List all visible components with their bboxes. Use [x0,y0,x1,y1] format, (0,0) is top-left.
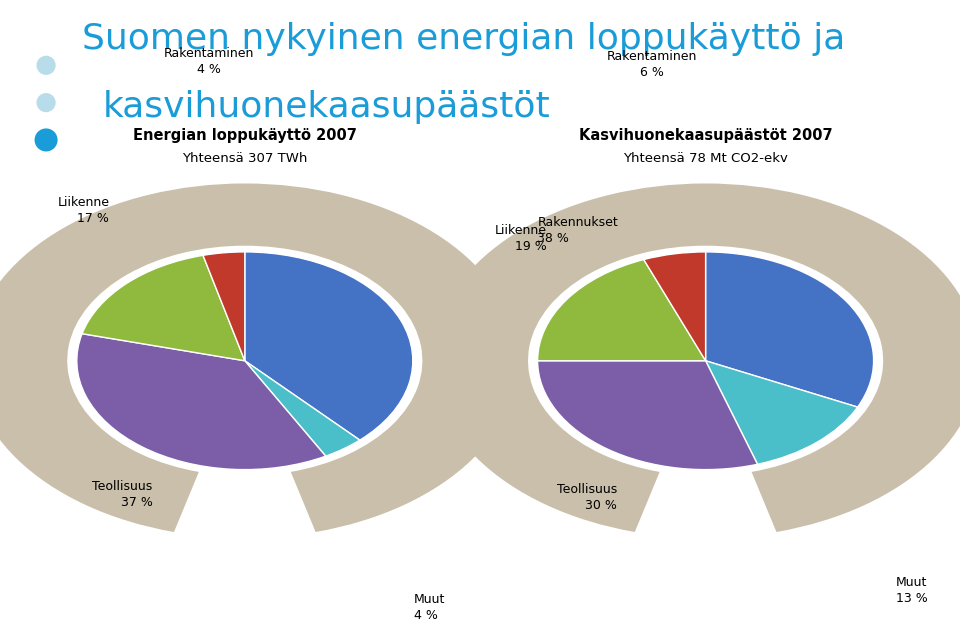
Text: Yhteensä 307 TWh: Yhteensä 307 TWh [182,152,307,165]
Wedge shape [644,252,706,361]
Text: Teollisuus
37 %: Teollisuus 37 % [92,480,153,509]
Text: Rakentaminen
6 %: Rakentaminen 6 % [607,50,697,78]
Wedge shape [538,259,706,361]
Text: Liikenne
19 %: Liikenne 19 % [495,224,547,253]
Text: Rakentaminen
4 %: Rakentaminen 4 % [163,47,254,76]
Wedge shape [538,361,757,470]
Text: Teollisuus
30 %: Teollisuus 30 % [557,483,617,511]
Wedge shape [0,183,518,532]
Wedge shape [245,361,360,456]
Ellipse shape [35,128,58,152]
Text: Kasvihuonekaasupäästöt 2007: Kasvihuonekaasupäästöt 2007 [579,128,832,143]
Wedge shape [245,252,413,440]
Wedge shape [77,333,325,470]
Text: kasvihuonekaasupäästöt: kasvihuonekaasupäästöt [103,90,550,124]
Wedge shape [432,183,960,532]
Ellipse shape [36,93,56,112]
Text: Rakennukset
38 %: Rakennukset 38 % [538,216,618,245]
Wedge shape [82,255,245,361]
Text: Liikenne
17 %: Liikenne 17 % [58,197,109,225]
Ellipse shape [36,56,56,75]
Wedge shape [706,252,874,407]
Text: Muut
4 %: Muut 4 % [414,593,445,622]
Text: Suomen nykyinen energian loppukäyttö ja: Suomen nykyinen energian loppukäyttö ja [82,22,845,56]
Text: Muut
13 %: Muut 13 % [896,576,927,605]
Text: Energian loppukäyttö 2007: Energian loppukäyttö 2007 [132,128,357,143]
Text: Yhteensä 78 Mt CO2-ekv: Yhteensä 78 Mt CO2-ekv [623,152,788,165]
Wedge shape [203,252,245,361]
Wedge shape [706,361,857,464]
